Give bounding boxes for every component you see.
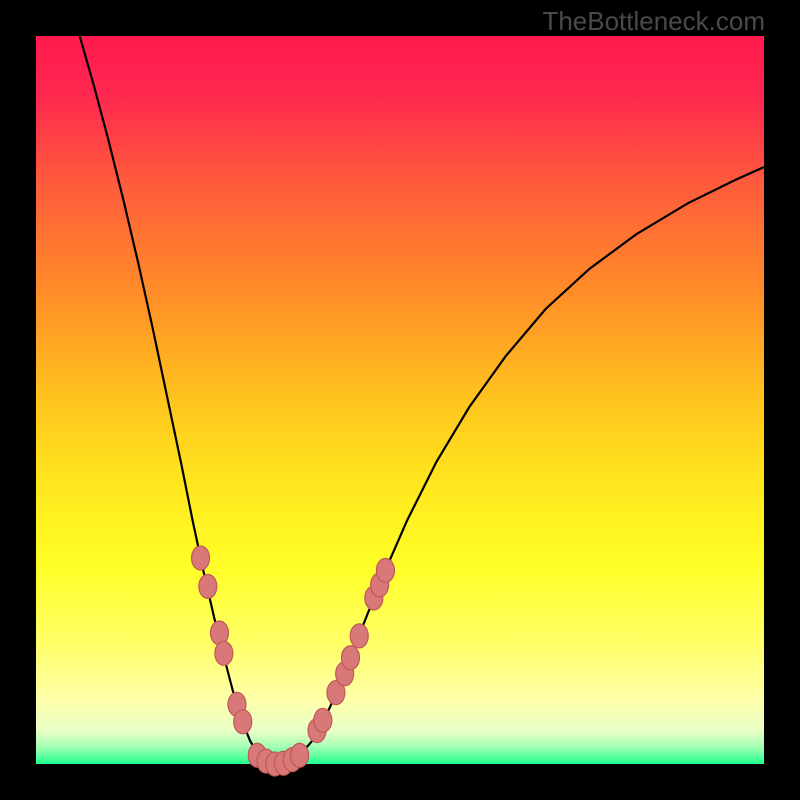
curve-marker [376, 558, 394, 582]
watermark-text: TheBottleneck.com [542, 6, 765, 37]
curve-marker [199, 574, 217, 598]
curve-markers [192, 546, 395, 776]
curve-marker [192, 546, 210, 570]
curve-marker [342, 646, 360, 670]
curve-left [80, 36, 277, 764]
curve-marker [215, 641, 233, 665]
curve-marker [234, 710, 252, 734]
curve-marker [291, 743, 309, 767]
curve-marker [314, 708, 332, 732]
chart-root: TheBottleneck.com [0, 0, 800, 800]
curve-marker [350, 624, 368, 648]
bottleneck-curve-chart [0, 0, 800, 800]
